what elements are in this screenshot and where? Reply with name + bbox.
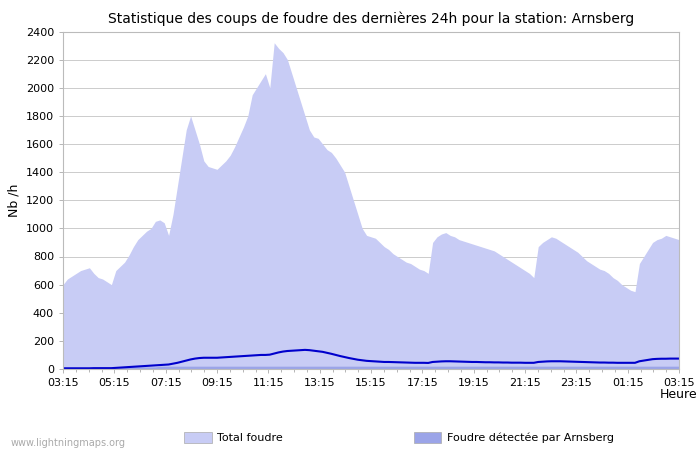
Text: www.lightningmaps.org: www.lightningmaps.org [10, 438, 125, 448]
X-axis label: Heure: Heure [660, 387, 697, 400]
Legend: Total foudre, Moyenne de toutes les stations, Foudre détectée par Arnsberg: Total foudre, Moyenne de toutes les stat… [179, 428, 618, 450]
Title: Statistique des coups de foudre des dernières 24h pour la station: Arnsberg: Statistique des coups de foudre des dern… [108, 12, 634, 26]
Y-axis label: Nb /h: Nb /h [7, 184, 20, 217]
